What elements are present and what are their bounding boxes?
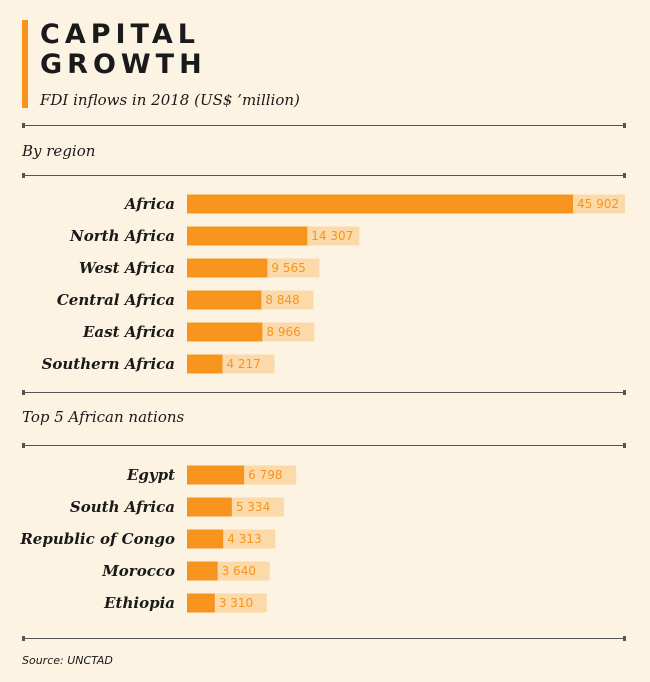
nation-value-label-bg: [223, 529, 276, 549]
region-bar: [187, 258, 268, 278]
region-value-label-bg: [573, 194, 625, 214]
nation-bar: [187, 561, 218, 581]
nation-category-label: South Africa: [70, 498, 175, 516]
region-value-label: 9 565: [271, 261, 305, 275]
divider-nations: [22, 443, 626, 448]
region-value-label-bg: [262, 322, 315, 342]
region-bar: [187, 290, 262, 310]
chart-subtitle: FDI inflows in 2018 (US$ ’million): [40, 91, 300, 109]
region-value-label: 4 217: [226, 357, 260, 371]
divider-top: [22, 123, 626, 128]
nation-category-label: Republic of Congo: [19, 530, 175, 548]
region-bar-chart: Africa 45 902 North Africa 14 307 West Afric…: [42, 194, 625, 374]
nation-value-label-bg: [214, 593, 267, 613]
divider-region: [22, 173, 626, 178]
region-category-label: Southern Africa: [42, 355, 175, 373]
title-accent-bar: [22, 20, 28, 108]
region-value-label: 14 307: [311, 229, 353, 243]
region-category-label: West Africa: [79, 259, 175, 277]
divider-mid: [22, 390, 626, 395]
region-bar: [187, 194, 573, 214]
nation-category-label: Egypt: [126, 466, 175, 484]
nations-bar-chart: Egypt 6 798 South Africa 5 334 Republic of C…: [19, 465, 297, 613]
nation-value-label-bg: [217, 561, 270, 581]
nation-value-label-bg: [231, 497, 284, 517]
region-bar: [187, 226, 308, 246]
nation-bar: [187, 593, 215, 613]
region-value-label: 45 902: [577, 197, 619, 211]
nation-bar: [187, 465, 245, 485]
nation-bar: [187, 497, 232, 517]
nation-value-label-bg: [244, 465, 297, 485]
region-value-label-bg: [267, 258, 320, 278]
region-category-label: Africa: [123, 195, 175, 213]
region-category-label: Central Africa: [57, 291, 175, 309]
region-category-label: East Africa: [82, 323, 175, 341]
nation-category-label: Ethiopia: [103, 594, 175, 612]
nation-category-label: Morocco: [101, 562, 175, 580]
nation-value-label: 6 798: [248, 468, 282, 482]
title-line-1: CAPITAL: [40, 19, 200, 50]
nation-value-label: 3 310: [219, 596, 253, 610]
region-bar: [187, 354, 223, 374]
section-label-nations: Top 5 African nations: [22, 408, 185, 426]
section-label-region: By region: [22, 142, 96, 160]
region-value-label: 8 966: [266, 325, 300, 339]
region-value-label-bg: [261, 290, 314, 310]
region-value-label-bg: [307, 226, 360, 246]
region-category-label: North Africa: [69, 227, 175, 245]
region-bar: [187, 322, 263, 342]
region-value-label: 8 848: [265, 293, 299, 307]
nation-value-label: 3 640: [222, 564, 256, 578]
divider-bottom: [22, 636, 626, 641]
nation-bar: [187, 529, 224, 549]
nation-value-label: 5 334: [236, 500, 270, 514]
title-line-2: GROWTH: [40, 49, 207, 80]
source-note: Source: UNCTAD: [22, 654, 113, 667]
region-value-label-bg: [222, 354, 275, 374]
nation-value-label: 4 313: [227, 532, 261, 546]
